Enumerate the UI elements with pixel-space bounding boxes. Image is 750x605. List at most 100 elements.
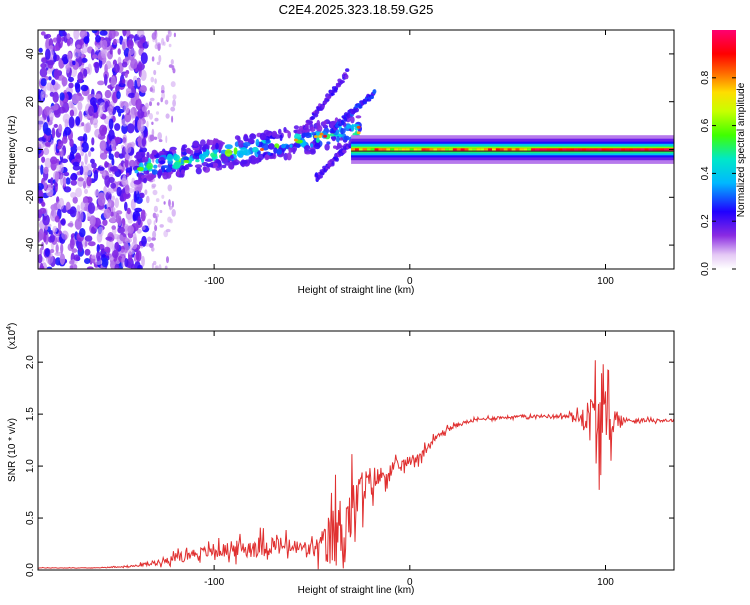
spectrogram-noise-blob <box>47 60 55 66</box>
snr-scale-prefix: (x10 <box>7 329 18 349</box>
spectrogram-carrier-core <box>578 148 582 151</box>
spectrogram-band-blob <box>286 152 292 161</box>
spectrogram-band-blob <box>181 144 186 151</box>
spectrogram-noise-blob <box>116 91 121 100</box>
spectrogram-band-blob <box>289 144 293 148</box>
spectrogram-noise-blob <box>129 159 136 168</box>
spectrogram-noise-blob <box>62 113 71 124</box>
spectrogram-noise-blob <box>65 63 71 74</box>
spectrogram-band-blob <box>143 169 150 175</box>
spectrogram-noise-blob <box>114 151 120 158</box>
spectrogram-carrier-core <box>589 148 594 151</box>
spectrogram-noise-blob <box>76 146 84 151</box>
spectrogram-noise-blob <box>136 228 142 234</box>
spectrogram-noise-blob <box>127 79 134 90</box>
spectrogram-noise-blob <box>117 226 125 234</box>
spectrogram-noise-blob <box>46 82 52 91</box>
spectrogram-carrier-core <box>609 148 614 151</box>
spectrogram-noise-blob <box>104 89 112 99</box>
spectrogram-noise-blob <box>38 47 43 53</box>
spectrogram-noise-blob <box>156 61 161 65</box>
spectrogram-noise-blob <box>83 36 90 44</box>
spectrogram-noise-blob <box>84 114 92 119</box>
spectrogram-noise-blob <box>110 211 114 217</box>
spectrogram-noise-blob <box>127 217 133 224</box>
spectrogram-band-blob <box>251 146 259 153</box>
spectrogram-noise-blob <box>172 99 177 107</box>
spectrogram-noise-blob <box>39 247 43 256</box>
spectrogram-noise-blob <box>38 183 44 191</box>
spectrogram-carrier-core <box>539 148 543 151</box>
spectrogram-noise-blob <box>149 113 153 120</box>
spectrogram-ylabel: Frequency (Hz) <box>7 116 18 185</box>
spectrogram-noise-blob <box>104 246 111 253</box>
spectrogram-band-blob <box>336 145 344 149</box>
spectrogram-noise-blob <box>49 233 56 243</box>
snr-scale-exponent: 4 <box>6 326 13 330</box>
spectrogram-streak-blob <box>342 149 347 154</box>
spectrogram-noise-blob <box>38 190 44 199</box>
spectrogram-noise-blob <box>145 243 150 247</box>
spectrogram-band-blob <box>193 142 199 147</box>
snr-xtick-label: 0 <box>407 577 413 588</box>
spectrogram-noise-blob <box>63 186 72 193</box>
spectrogram-streak-blob <box>331 161 335 165</box>
spectrogram-noise-blob <box>72 60 76 66</box>
spectrogram-noise-blob <box>111 157 115 166</box>
spectrogram-carrier-core <box>366 148 371 151</box>
spectrogram-noise-blob <box>124 184 130 195</box>
spectrogram-noise-blob <box>117 215 122 227</box>
spectrogram-noise-blob <box>43 34 49 39</box>
spectrogram-noise-blob <box>146 120 149 128</box>
spectrogram-noise-blob <box>48 109 54 120</box>
spectrogram-noise-blob <box>111 225 116 230</box>
spectrogram-noise-blob <box>122 134 128 145</box>
spectrogram-carrier-core <box>515 148 520 151</box>
spectrogram-noise-blob <box>84 258 91 264</box>
colorbar-ticks: 0.0 0.2 0.4 0.6 0.8 <box>700 70 736 276</box>
spectrogram-noise-blob <box>134 92 140 100</box>
spectrogram-noise-blob <box>107 106 113 114</box>
spectrogram-noise-blob <box>73 30 80 40</box>
spectrogram-noise-blob <box>105 60 112 70</box>
spectrogram-noise-blob <box>156 42 161 47</box>
spectrogram-noise-blob <box>154 117 159 122</box>
spectrogram-noise-blob <box>151 183 157 188</box>
spectrogram-noise-blob <box>86 266 94 269</box>
spectrogram-noise-blob <box>146 195 150 204</box>
spectrogram-noise-blob <box>75 116 81 126</box>
spectrogram-band-blob <box>176 169 180 178</box>
spectrogram-noise-blob <box>68 76 74 83</box>
spectrogram-band-blob <box>152 169 158 175</box>
spectrogram-noise-blob <box>114 136 121 144</box>
spectrogram-band-blob <box>224 144 233 150</box>
spectrogram-noise-blob <box>84 153 88 165</box>
spectrogram-ytick-label: 20 <box>25 96 36 108</box>
spectrogram-carrier-core <box>472 148 477 151</box>
spectrogram-noise-blob <box>122 78 126 84</box>
spectrogram-noise-blob <box>51 208 57 219</box>
spectrogram-noise-blob <box>104 73 108 86</box>
spectrogram-noise-blob <box>136 30 145 38</box>
spectrogram-noise-blob <box>134 207 143 213</box>
spectrogram-band-blob <box>281 143 286 149</box>
spectrogram-band-blob <box>295 143 301 148</box>
spectrogram-band-blob <box>317 125 323 132</box>
snr-ylabel: SNR (10 * v/v) <box>7 418 18 482</box>
spectrogram-streak-blob <box>318 174 323 179</box>
spectrogram-noise-blob <box>52 91 59 103</box>
snr-scale-label: (x104) <box>6 323 18 350</box>
spectrogram-plot-area <box>38 30 674 269</box>
spectrogram-noise-blob <box>86 163 92 176</box>
spectrogram-noise-blob <box>134 79 138 90</box>
spectrogram-noise-blob <box>151 128 155 137</box>
spectrogram-noise-blob <box>121 61 128 68</box>
spectrogram-carrier-core <box>582 148 586 151</box>
spectrogram-noise-blob <box>108 129 115 142</box>
spectrogram-band-blob <box>263 129 270 136</box>
spectrogram-noise-blob <box>50 204 58 211</box>
figure-title: C2E4.2025.323.18.59.G25 <box>279 2 434 17</box>
spectrogram-carrier-core <box>421 148 426 151</box>
spectrogram-band-blob <box>201 146 207 153</box>
